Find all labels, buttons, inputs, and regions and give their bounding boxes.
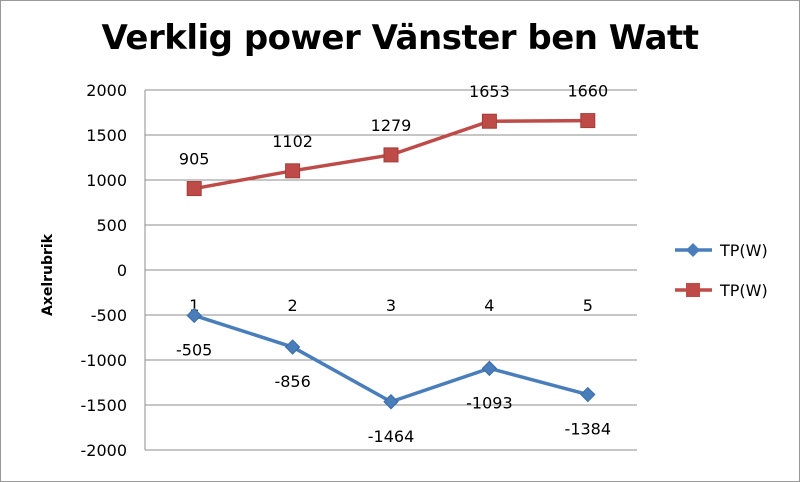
- series-line: [193, 313, 589, 404]
- data-label: 1653: [469, 82, 510, 101]
- data-point-diamond: [481, 360, 498, 377]
- y-tick-label: 1500: [86, 126, 127, 145]
- y-tick-label: 2000: [86, 81, 127, 100]
- y-tick-label: -500: [91, 306, 127, 325]
- data-point-square: [186, 181, 202, 197]
- data-label: 905: [179, 150, 210, 169]
- data-point-diamond: [580, 386, 596, 403]
- legend-label: TP(W): [719, 241, 768, 260]
- data-label: 1660: [567, 82, 608, 101]
- x-tick-label: 1: [189, 296, 199, 315]
- y-tick-label: -1000: [81, 351, 128, 370]
- data-point-square: [383, 147, 399, 163]
- legend-label: TP(W): [719, 281, 768, 300]
- data-label: -1464: [368, 427, 415, 446]
- x-tick-label: 5: [583, 296, 593, 315]
- y-axis-title: Axelrubrik: [40, 233, 56, 316]
- y-tick-label: 1000: [86, 171, 127, 190]
- x-tick-label: 3: [386, 296, 396, 315]
- y-tick-label: -1500: [81, 396, 128, 415]
- data-point-diamond: [186, 307, 202, 324]
- data-label: 1279: [371, 116, 412, 135]
- data-point-square: [580, 113, 596, 129]
- data-point-diamond: [284, 339, 301, 355]
- data-label: -505: [176, 340, 212, 359]
- data-label: -1384: [565, 420, 612, 439]
- data-label: -1093: [466, 393, 513, 412]
- legend-marker-square: [686, 283, 700, 297]
- y-tick-label: -2000: [81, 441, 128, 460]
- x-tick-label: 2: [288, 296, 298, 315]
- y-tick-label: 500: [96, 216, 127, 235]
- data-label: -856: [274, 372, 310, 391]
- chart-title: Verklig power Vänster ben Watt: [101, 18, 699, 58]
- data-point-square: [285, 163, 301, 179]
- data-point-diamond: [383, 394, 399, 410]
- data-label: 1102: [272, 132, 313, 151]
- x-tick-label: 4: [484, 296, 494, 315]
- legend-marker-diamond: [686, 243, 700, 257]
- data-point-square: [481, 113, 497, 129]
- y-tick-label: 0: [117, 261, 127, 280]
